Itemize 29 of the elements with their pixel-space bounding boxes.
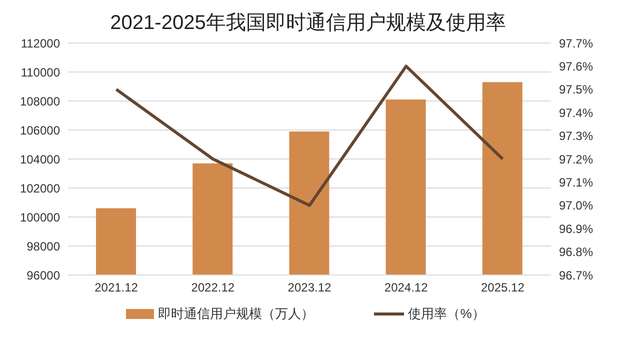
y2-tick-label: 97.1% <box>559 175 594 190</box>
y2-tick-label: 96.8% <box>559 245 594 260</box>
x-tick-label: 2021.12 <box>94 280 138 295</box>
legend-label: 即时通信用户规模（万人） <box>157 305 314 323</box>
y2-tick-label: 97.5% <box>559 82 594 97</box>
legend-label: 使用率（%） <box>407 305 485 323</box>
y-tick-label: 106000 <box>20 123 60 138</box>
y-tick-label: 100000 <box>20 210 60 224</box>
x-tick-label: 2024.12 <box>384 280 428 295</box>
y-tick-label: 108000 <box>20 94 60 108</box>
line-series <box>114 64 504 207</box>
y-tick-label: 104000 <box>20 152 60 166</box>
y-tick-label: 110000 <box>20 65 60 80</box>
y2-tick-label: 97.0% <box>559 198 594 213</box>
y2-tick-label: 97.4% <box>559 106 594 120</box>
y-tick-label: 96000 <box>26 268 60 282</box>
y2-tick-label: 97.7% <box>559 36 594 50</box>
y2-tick-label: 96.7% <box>559 268 594 282</box>
y2-tick-label: 96.9% <box>559 222 594 236</box>
x-tick-label: 2022.12 <box>191 280 235 295</box>
chart-title: 2021-2025年我国即时通信用户规模及使用率 <box>109 11 507 36</box>
y-tick-label: 102000 <box>20 181 60 196</box>
x-tick-label: 2023.12 <box>288 280 332 295</box>
y-tick-label: 112000 <box>20 36 60 50</box>
x-tick-label: 2025.12 <box>481 280 525 295</box>
y2-tick-label: 97.2% <box>559 152 594 166</box>
y2-tick-label: 97.6% <box>559 59 594 74</box>
y-tick-label: 98000 <box>26 239 60 254</box>
y2-tick-label: 97.3% <box>559 129 594 144</box>
